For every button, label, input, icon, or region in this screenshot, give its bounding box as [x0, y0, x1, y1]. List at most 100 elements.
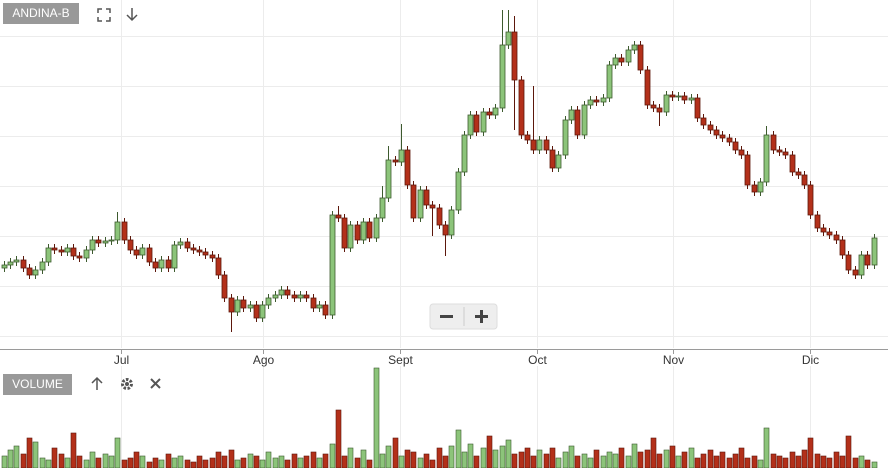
volume-bar: [637, 451, 644, 468]
x-tick-label: Jul: [114, 353, 129, 367]
candle-body: [455, 171, 462, 211]
download-icon[interactable]: [126, 8, 138, 22]
candle-body: [423, 189, 430, 206]
candle-body: [392, 159, 399, 163]
candle-body: [127, 239, 134, 251]
candle-body: [845, 254, 852, 271]
close-button[interactable]: [150, 378, 161, 389]
move-up-button[interactable]: [91, 376, 103, 390]
candle-body: [95, 239, 102, 244]
candle-body: [64, 247, 71, 253]
volume-bar: [587, 457, 594, 468]
volume-bar: [76, 455, 83, 468]
candle-body: [322, 304, 329, 316]
settings-icon-center[interactable]: [125, 382, 129, 386]
volume-bar: [618, 447, 625, 468]
candle-body: [543, 139, 550, 151]
volume-bar: [536, 449, 543, 468]
volume-bar: [776, 455, 783, 468]
candle-body: [757, 181, 764, 193]
volume-bar: [656, 453, 663, 468]
candle-body: [820, 227, 827, 233]
candle-body: [20, 259, 27, 269]
candle-body: [600, 97, 607, 103]
download-button[interactable]: [126, 8, 138, 22]
volume-bar: [631, 443, 638, 468]
zoom-in-button[interactable]: [475, 310, 488, 323]
candle-body: [202, 251, 209, 256]
candle-body: [694, 97, 701, 119]
volume-bar: [13, 445, 20, 468]
volume-bar: [429, 459, 436, 468]
candle-body: [190, 247, 197, 251]
candle-body: [158, 259, 165, 269]
candle-body: [329, 214, 336, 316]
candle-body: [713, 129, 720, 136]
fullscreen-icon[interactable]: [97, 8, 111, 22]
candle-body: [700, 117, 707, 126]
fullscreen-button[interactable]: [97, 8, 111, 22]
volume-bar: [492, 449, 499, 468]
volume-bar: [152, 457, 159, 468]
candle-body: [826, 231, 833, 236]
candle-body: [1, 264, 8, 269]
candle-body: [587, 99, 594, 106]
volume-label: VOLUME: [12, 377, 63, 391]
volume-bar: [322, 453, 329, 468]
volume-bar: [480, 447, 487, 468]
volume-bar: [291, 453, 298, 468]
candle-body: [738, 149, 745, 156]
candle-body: [505, 31, 512, 46]
candle-body: [801, 174, 808, 186]
volume-bar: [871, 461, 878, 468]
candle-body: [234, 299, 241, 313]
volume-bar: [568, 445, 575, 468]
settings-button[interactable]: [121, 378, 133, 390]
candle-body: [770, 134, 777, 151]
candle-body: [549, 149, 556, 169]
volume-bar: [366, 459, 373, 468]
x-tick-label: Sept: [388, 353, 413, 367]
candle-body: [726, 137, 733, 143]
volume-bar: [700, 453, 707, 468]
volume-bar: [442, 455, 449, 468]
volume-bar: [744, 457, 751, 468]
volume-bar: [171, 457, 178, 468]
volume-bar: [801, 449, 808, 468]
candle-body: [663, 94, 670, 113]
volume-bar: [373, 367, 380, 468]
volume-bar: [51, 447, 58, 468]
volume-box: VOLUME: [3, 374, 72, 395]
volume-bar: [127, 457, 134, 468]
volume-bar: [625, 455, 632, 468]
candle-body: [688, 97, 695, 101]
x-tick-label: Dic: [802, 353, 819, 367]
volume-bar: [221, 455, 228, 468]
candle-body: [152, 261, 159, 269]
candle-body: [814, 214, 821, 229]
candle-body: [247, 304, 254, 309]
candle-body: [511, 31, 518, 81]
candle-body: [486, 111, 493, 116]
volume-bar: [738, 447, 745, 468]
volume-bar: [555, 457, 562, 468]
volume-bar: [284, 459, 291, 468]
volume-bar: [354, 457, 361, 468]
volume-bar: [184, 459, 191, 468]
volume-bar: [240, 457, 247, 468]
candle-body: [265, 297, 272, 306]
x-tick-label: Oct: [528, 353, 547, 367]
candle-body: [26, 267, 33, 276]
volume-bar: [410, 451, 417, 468]
candle-body: [83, 249, 90, 259]
volume-bar: [574, 455, 581, 468]
candle-body: [593, 99, 600, 103]
candle-body: [215, 257, 222, 276]
settings-icon[interactable]: [121, 378, 133, 390]
volume-bar: [335, 409, 342, 468]
candle-body: [209, 254, 216, 259]
volume-bar: [681, 451, 688, 468]
volume-bar: [663, 449, 670, 468]
volume-bar: [303, 455, 310, 468]
